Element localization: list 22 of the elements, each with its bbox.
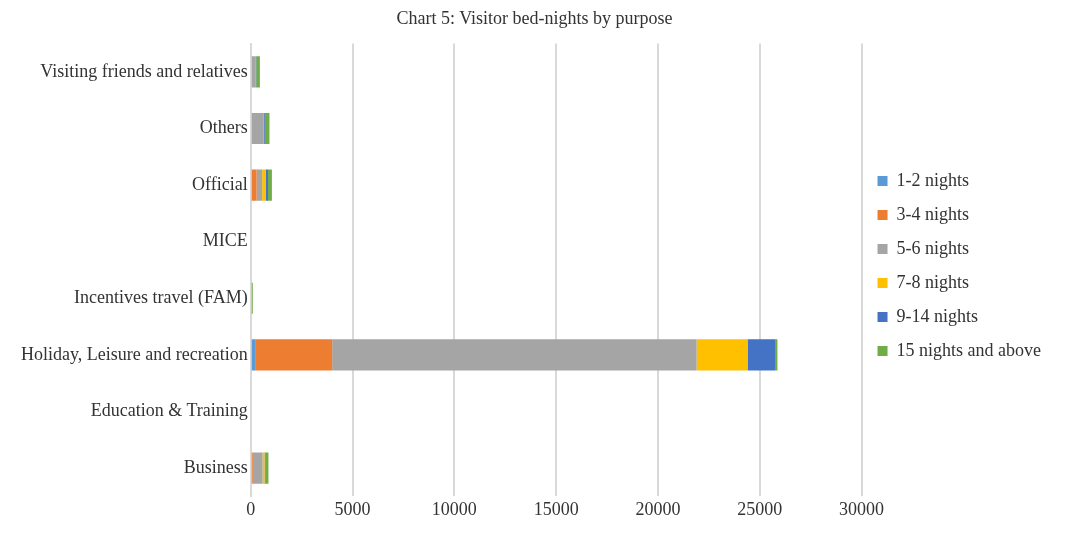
- x-tick-label: 15000: [533, 498, 579, 519]
- y-tick-label: Others: [199, 117, 248, 138]
- x-tick-label: 5000: [334, 498, 371, 519]
- legend-label: 15 nights and above: [896, 339, 1042, 360]
- legend-label: 1-2 nights: [896, 169, 970, 190]
- y-tick-label: Business: [183, 456, 248, 477]
- y-tick-label: Incentives travel (FAM): [74, 287, 248, 309]
- legend-label: 7-8 nights: [896, 271, 970, 292]
- x-tick-label: 0: [246, 498, 256, 519]
- legend-label: 5-6 nights: [896, 237, 970, 258]
- chart-title: Chart 5: Visitor bed-nights by purpose: [396, 7, 673, 28]
- x-tick-label: 25000: [737, 498, 783, 519]
- y-tick-label: MICE: [202, 230, 248, 251]
- legend-label: 9-14 nights: [896, 305, 979, 326]
- y-tick-label: Visiting friends and relatives: [40, 60, 248, 81]
- legend-label: 3-4 nights: [896, 203, 970, 224]
- x-tick-label: 20000: [635, 498, 681, 519]
- y-tick-label: Official: [192, 173, 248, 194]
- y-tick-label: Education & Training: [90, 400, 248, 421]
- x-tick-label: 10000: [431, 498, 477, 519]
- x-tick-label: 30000: [839, 498, 885, 519]
- y-tick-label: Holiday, Leisure and recreation: [21, 343, 248, 364]
